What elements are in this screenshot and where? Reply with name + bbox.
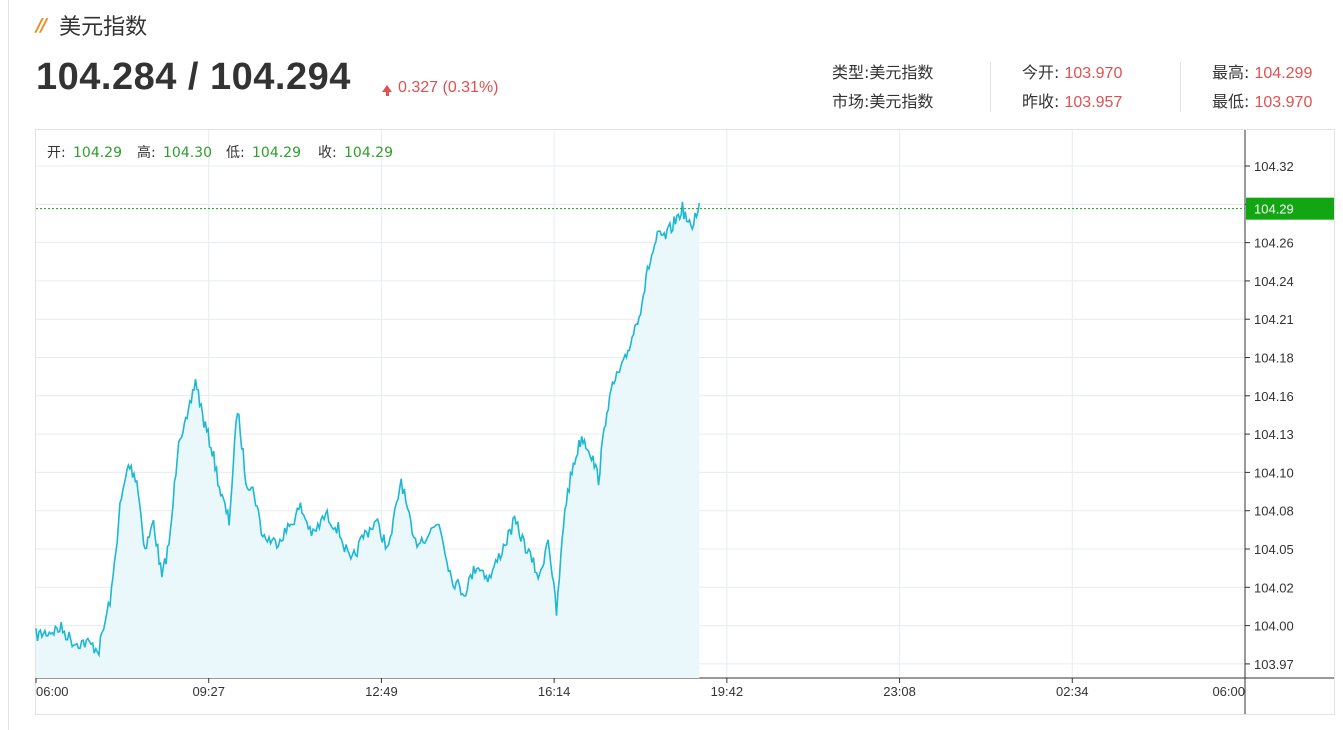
- ohlc-close-label: 收:: [318, 145, 337, 161]
- ohlc-open-value: 104.29: [73, 145, 122, 161]
- info-column-type: 类型:美元指数 市场:美元指数: [832, 58, 933, 116]
- arrow-up-icon: [382, 84, 392, 96]
- ohlc-readout: 开: 104.29 高: 104.30 低: 104.29 收: 104.29: [47, 144, 393, 161]
- last-price-badge-text: 104.29: [1254, 202, 1294, 217]
- info-column-high: 最高: 104.299 最低: 103.970: [1212, 58, 1312, 116]
- x-tick-label: 23:08: [883, 684, 916, 699]
- y-tick-label: 104.18: [1254, 351, 1294, 366]
- ohlc-low-label: 低:: [226, 145, 245, 161]
- y-axis: 104.32 104.29 104.26 104.24 104.21 104.18 104.…: [1245, 159, 1294, 672]
- y-tick-label: 104.13: [1254, 427, 1294, 442]
- prev-close-value: 103.957: [1064, 94, 1123, 111]
- y-tick-label: 104.21: [1254, 312, 1294, 327]
- market-value: 美元指数: [869, 92, 934, 111]
- current-price: 104.284 / 104.294: [36, 56, 351, 98]
- slash-icon: //: [36, 14, 47, 36]
- price-change: 0.327 (0.31%): [382, 79, 499, 97]
- low-value: 103.970: [1254, 94, 1313, 111]
- y-tick-label: 104.10: [1254, 465, 1294, 480]
- x-tick-label: 02:34: [1056, 684, 1089, 699]
- low-label: 最低:: [1212, 92, 1250, 111]
- y-tick-label: 104.16: [1254, 389, 1294, 404]
- ohlc-high-label: 高:: [137, 144, 156, 161]
- price-line: [35, 201, 701, 658]
- page-header: // 美元指数: [36, 8, 147, 42]
- x-tick-label: 12:49: [365, 684, 398, 699]
- market-label: 市场:: [832, 92, 870, 111]
- ohlc-high-value: 104.30: [163, 145, 212, 161]
- y-tick-label: 104.26: [1254, 236, 1294, 251]
- x-tick-label: 19:42: [711, 684, 744, 699]
- type-value: 美元指数: [869, 63, 934, 82]
- info-divider: [990, 62, 991, 112]
- y-tick-label: 104.02: [1254, 580, 1294, 595]
- y-tick-label: 104.24: [1254, 274, 1294, 289]
- chart-frame[interactable]: [35, 129, 1335, 715]
- x-tick-label: 09:27: [192, 684, 225, 699]
- open-label: 今开:: [1022, 63, 1060, 82]
- info-divider: [1180, 62, 1181, 112]
- high-value: 104.299: [1254, 65, 1313, 82]
- info-column-open: 今开: 103.970 昨收: 103.957: [1022, 58, 1122, 116]
- ohlc-open-label: 开:: [47, 145, 66, 161]
- x-tick-label: 06:00: [1212, 684, 1245, 699]
- page-title: 美元指数: [59, 15, 148, 40]
- last-price-badge: [1246, 197, 1334, 220]
- y-tick-label: 104.05: [1254, 542, 1294, 557]
- price-area: [36, 201, 700, 679]
- open-value: 103.970: [1064, 65, 1123, 82]
- x-tick-label: 06:00: [36, 684, 69, 699]
- type-label: 类型:: [832, 63, 870, 82]
- x-axis: 06:00 09:27 12:49 16:14 19:42 23:08 02:34 06:00: [35, 678, 1246, 699]
- y-tick-label: 103.97: [1254, 657, 1294, 672]
- ohlc-low-value: 104.29: [252, 145, 301, 161]
- y-tick-label: 104.08: [1254, 504, 1294, 519]
- y-tick-label: 104.32: [1254, 159, 1294, 174]
- high-label: 最高:: [1212, 63, 1250, 82]
- x-tick-label: 16:14: [538, 684, 571, 699]
- page-left-border: [8, 0, 9, 730]
- y-tick-label: 104.00: [1254, 619, 1294, 634]
- prev-close-label: 昨收:: [1022, 92, 1060, 111]
- price-change-value: 0.327 (0.31%): [398, 79, 499, 96]
- ohlc-close-value: 104.29: [344, 145, 393, 161]
